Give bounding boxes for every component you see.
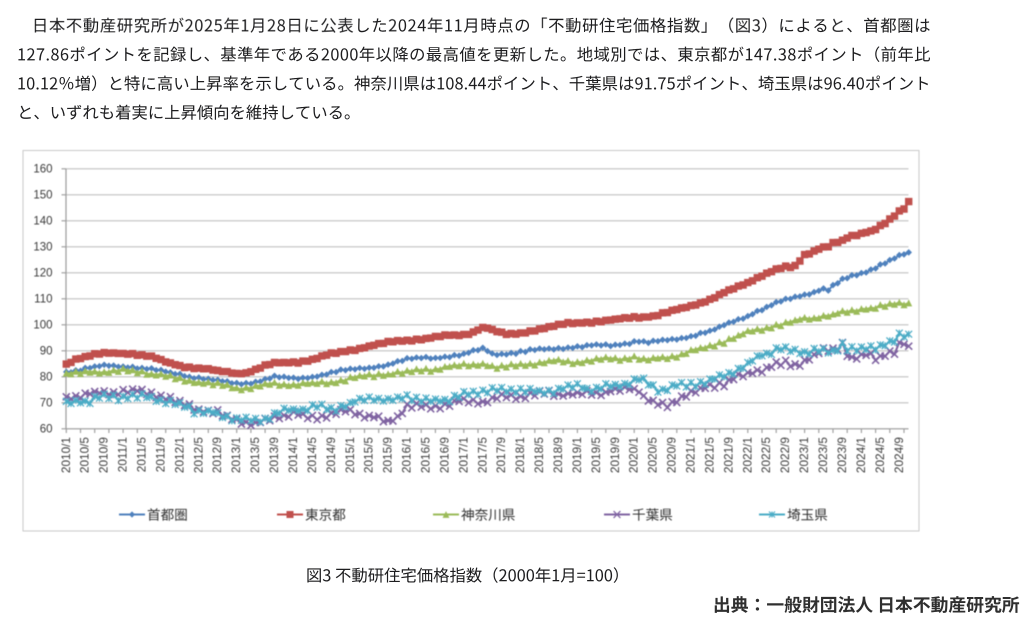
svg-text:2022/5: 2022/5 bbox=[759, 437, 773, 474]
svg-text:2018/5: 2018/5 bbox=[532, 437, 546, 474]
svg-text:2010/5: 2010/5 bbox=[78, 437, 92, 474]
svg-text:2016/1: 2016/1 bbox=[400, 437, 414, 473]
svg-text:2015/9: 2015/9 bbox=[381, 437, 395, 473]
svg-text:100: 100 bbox=[33, 320, 52, 332]
svg-text:2016/9: 2016/9 bbox=[437, 437, 451, 473]
svg-text:2016/5: 2016/5 bbox=[419, 437, 433, 474]
svg-text:2018/9: 2018/9 bbox=[551, 437, 565, 473]
svg-text:2014/5: 2014/5 bbox=[305, 437, 319, 474]
svg-text:2015/1: 2015/1 bbox=[343, 437, 357, 473]
svg-text:140: 140 bbox=[33, 216, 52, 228]
svg-text:2011/5: 2011/5 bbox=[135, 437, 149, 473]
svg-text:2014/1: 2014/1 bbox=[286, 437, 300, 473]
svg-text:2012/1: 2012/1 bbox=[172, 437, 186, 473]
svg-text:60: 60 bbox=[40, 424, 53, 436]
svg-text:150: 150 bbox=[33, 190, 52, 202]
svg-text:2012/5: 2012/5 bbox=[191, 437, 205, 474]
svg-text:2021/5: 2021/5 bbox=[703, 437, 717, 474]
svg-text:2013/5: 2013/5 bbox=[248, 437, 262, 474]
svg-text:120: 120 bbox=[33, 268, 52, 280]
svg-text:2018/1: 2018/1 bbox=[513, 437, 527, 473]
svg-text:2017/5: 2017/5 bbox=[475, 437, 489, 474]
svg-text:2012/9: 2012/9 bbox=[210, 437, 224, 473]
svg-text:2010/1: 2010/1 bbox=[59, 437, 73, 473]
svg-text:2014/9: 2014/9 bbox=[324, 437, 338, 473]
svg-text:70: 70 bbox=[40, 398, 53, 410]
svg-text:2021/9: 2021/9 bbox=[721, 437, 735, 473]
svg-text:2023/5: 2023/5 bbox=[816, 437, 830, 474]
svg-text:90: 90 bbox=[40, 346, 53, 358]
svg-text:2020/9: 2020/9 bbox=[665, 437, 679, 473]
svg-text:110: 110 bbox=[34, 294, 52, 306]
svg-text:2011/1: 2011/1 bbox=[116, 437, 130, 472]
svg-text:2017/1: 2017/1 bbox=[456, 437, 470, 473]
svg-text:2022/9: 2022/9 bbox=[778, 437, 792, 473]
svg-text:160: 160 bbox=[33, 164, 52, 176]
svg-text:2022/1: 2022/1 bbox=[740, 437, 754, 473]
svg-text:2021/1: 2021/1 bbox=[684, 437, 698, 473]
svg-text:2020/5: 2020/5 bbox=[646, 437, 660, 474]
svg-text:2019/1: 2019/1 bbox=[570, 437, 584, 473]
svg-text:2015/5: 2015/5 bbox=[362, 437, 376, 474]
svg-text:2019/9: 2019/9 bbox=[608, 437, 622, 473]
svg-text:2024/9: 2024/9 bbox=[892, 437, 906, 473]
svg-text:2024/1: 2024/1 bbox=[854, 437, 868, 473]
svg-text:2013/1: 2013/1 bbox=[229, 437, 243, 473]
svg-text:130: 130 bbox=[33, 242, 52, 254]
svg-text:2019/5: 2019/5 bbox=[589, 437, 603, 474]
svg-text:2023/1: 2023/1 bbox=[797, 437, 811, 473]
svg-text:80: 80 bbox=[40, 372, 53, 384]
svg-text:2023/9: 2023/9 bbox=[835, 437, 849, 473]
svg-text:2020/1: 2020/1 bbox=[627, 437, 641, 473]
svg-text:2024/5: 2024/5 bbox=[873, 437, 887, 474]
svg-text:2017/9: 2017/9 bbox=[494, 437, 508, 473]
svg-text:2011/9: 2011/9 bbox=[154, 437, 168, 472]
svg-text:2013/9: 2013/9 bbox=[267, 437, 281, 473]
svg-text:2010/9: 2010/9 bbox=[97, 437, 111, 473]
